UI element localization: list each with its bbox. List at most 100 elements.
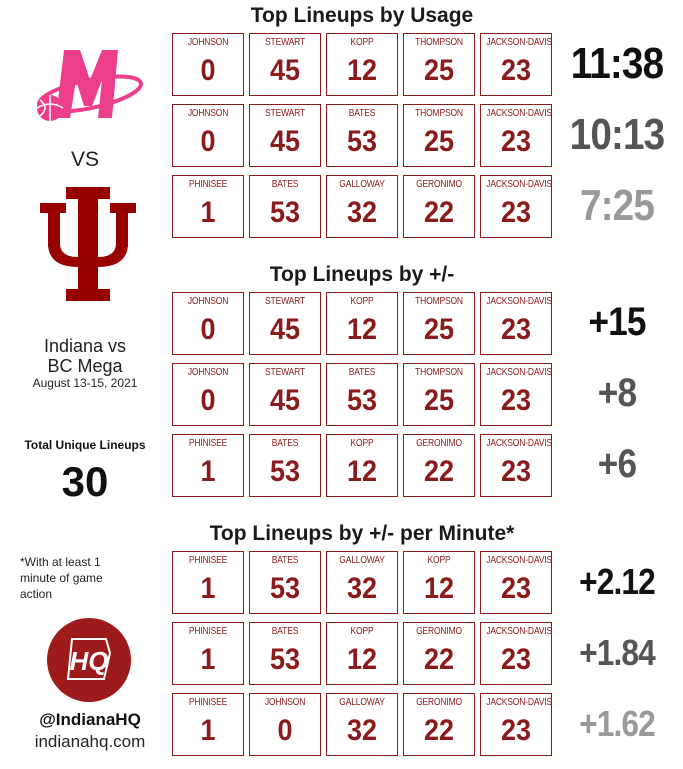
player-number: 23 (500, 196, 532, 229)
player-name: KOPP (350, 626, 374, 637)
player-number: 12 (346, 313, 378, 346)
player-card: STEWART 45 (249, 292, 321, 355)
player-card: BATES 53 (249, 175, 321, 238)
player-number: 0 (277, 714, 293, 747)
player-name: BATES (271, 179, 299, 190)
player-name: STEWART (265, 296, 305, 307)
matchup-line1: Indiana vs (43, 336, 127, 356)
player-name: JACKSON-DAVIS (486, 367, 552, 378)
player-number: 32 (346, 714, 378, 747)
plusminus-stat-value: +8 (597, 371, 637, 415)
player-number: 45 (269, 125, 301, 158)
player-card: JOHNSON 0 (172, 33, 244, 96)
player-name: GERONIMO (416, 179, 462, 190)
plusminus-lineup-row: JOHNSON 0 STEWART 45 BATES 53 THOMPSON 25 JACKSO… (172, 363, 556, 426)
player-card: BATES 53 (249, 434, 321, 497)
unique-lineups-value: 30 (61, 458, 109, 505)
usage-lineup-row: JOHNSON 0 STEWART 45 BATES 53 THOMPSON 25 JACKSO… (172, 104, 556, 167)
player-name: JACKSON-DAVIS (486, 697, 552, 708)
player-name: PHINISEE (188, 438, 228, 449)
player-number: 45 (269, 313, 301, 346)
per_minute-lineup-row: PHINISEE 1 BATES 53 KOPP 12 GERONIMO 22 JACKSON-… (172, 622, 556, 685)
player-name: JACKSON-DAVIS (486, 296, 552, 307)
player-card: KOPP 12 (326, 292, 398, 355)
footnote: *With at least 1 minute of game action (20, 555, 103, 601)
player-name: JACKSON-DAVIS (486, 438, 552, 449)
usage-stat-value: 7:25 (579, 180, 655, 230)
indianahq-logo: HQ (46, 617, 132, 703)
player-number: 12 (346, 643, 378, 676)
player-name: THOMPSON (415, 37, 463, 48)
player-number: 23 (500, 384, 532, 417)
player-card: PHINISEE 1 (172, 434, 244, 497)
player-name: JOHNSON (187, 108, 229, 119)
usage-stat-value: 10:13 (569, 109, 666, 159)
player-name: BATES (271, 555, 299, 566)
usage-lineup-row: JOHNSON 0 STEWART 45 KOPP 12 THOMPSON 25 JACKSON… (172, 33, 556, 96)
player-name: JOHNSON (264, 697, 306, 708)
per_minute-stat-value: +2.12 (579, 561, 656, 603)
player-name: GERONIMO (416, 626, 462, 637)
player-card: JACKSON-DAVIS 23 (480, 363, 552, 426)
player-number: 23 (500, 643, 532, 676)
player-number: 1 (200, 643, 216, 676)
player-name: JACKSON-DAVIS (486, 179, 552, 190)
player-name: THOMPSON (415, 367, 463, 378)
player-card: BATES 53 (326, 363, 398, 426)
website-url: indianahq.com (34, 732, 146, 751)
per_minute-lineup-row: PHINISEE 1 JOHNSON 0 GALLOWAY 32 GERONIMO 22 JAC… (172, 693, 556, 756)
player-number: 1 (200, 714, 216, 747)
plusminus-lineup-row: PHINISEE 1 BATES 53 KOPP 12 GERONIMO 22 JACKSON-… (172, 434, 556, 497)
player-card: JACKSON-DAVIS 23 (480, 175, 552, 238)
hq-logo-text: HQ (70, 646, 109, 676)
player-name: GERONIMO (416, 697, 462, 708)
per_minute-stat-value: +1.84 (579, 632, 656, 674)
player-card: THOMPSON 25 (403, 292, 475, 355)
player-number: 0 (200, 54, 216, 87)
matchup-line2: BC Mega (47, 356, 123, 376)
player-number: 25 (423, 125, 455, 158)
player-name: GERONIMO (416, 438, 462, 449)
player-number: 23 (500, 572, 532, 605)
plusminus-lineup-row: JOHNSON 0 STEWART 45 KOPP 12 THOMPSON 25 JACKSON… (172, 292, 556, 355)
player-card: PHINISEE 1 (172, 693, 244, 756)
player-name: JOHNSON (187, 37, 229, 48)
player-number: 53 (269, 455, 301, 488)
player-name: KOPP (350, 438, 374, 449)
player-card: GALLOWAY 32 (326, 551, 398, 614)
player-number: 45 (269, 384, 301, 417)
usage-stat-value: 11:38 (570, 38, 664, 88)
player-number: 22 (423, 643, 455, 676)
player-number: 22 (423, 196, 455, 229)
player-name: PHINISEE (188, 179, 228, 190)
player-number: 22 (423, 714, 455, 747)
unique-lineups-label: Total Unique Lineups (24, 438, 146, 452)
player-name: BATES (348, 367, 376, 378)
player-card: GALLOWAY 32 (326, 175, 398, 238)
player-card: JACKSON-DAVIS 23 (480, 434, 552, 497)
player-card: GERONIMO 22 (403, 693, 475, 756)
player-name: KOPP (350, 37, 374, 48)
plusminus-stat-value: +15 (588, 300, 646, 344)
player-number: 12 (346, 455, 378, 488)
player-card: JACKSON-DAVIS 23 (480, 292, 552, 355)
plusminus-stat-value: +6 (597, 442, 637, 486)
player-number: 12 (346, 54, 378, 87)
player-number: 53 (346, 125, 378, 158)
player-card: STEWART 45 (249, 33, 321, 96)
player-card: STEWART 45 (249, 363, 321, 426)
player-name: KOPP (350, 296, 374, 307)
player-number: 1 (200, 455, 216, 488)
usage-lineup-row: PHINISEE 1 BATES 53 GALLOWAY 32 GERONIMO 22 JACK… (172, 175, 556, 238)
player-number: 32 (346, 572, 378, 605)
event-dates: August 13-15, 2021 (32, 376, 138, 390)
player-card: KOPP 12 (326, 434, 398, 497)
player-number: 0 (200, 125, 216, 158)
plusminus-title: Top Lineups by +/- (269, 263, 455, 286)
player-card: JOHNSON 0 (249, 693, 321, 756)
player-card: STEWART 45 (249, 104, 321, 167)
player-card: JACKSON-DAVIS 23 (480, 693, 552, 756)
player-number: 25 (423, 54, 455, 87)
player-card: JACKSON-DAVIS 23 (480, 104, 552, 167)
player-name: BATES (271, 438, 299, 449)
